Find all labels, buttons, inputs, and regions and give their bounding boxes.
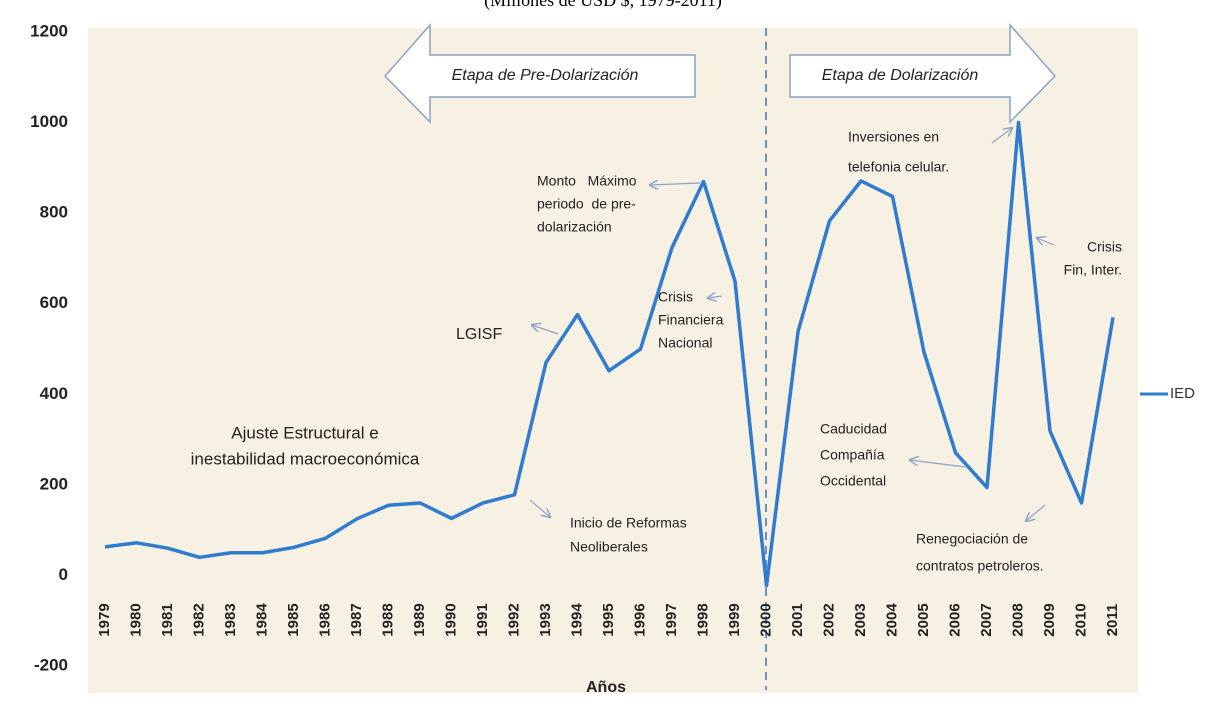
annotation: LGISF [456,326,502,343]
x-tick-label: 1985 [285,603,302,636]
x-tick-label: 2002 [820,603,837,636]
plot-background [88,28,1138,693]
annotation-arrow [532,325,559,335]
annotation: Crisis [658,289,693,305]
y-tick-label: 400 [40,384,68,403]
x-tick-label: 1993 [537,603,554,636]
annotation: Inversiones en [848,129,939,145]
annotation: dolarización [537,219,612,235]
x-tick-label: 1987 [348,603,365,636]
x-tick-label: 2011 [1104,604,1121,637]
annotation: Occidental [820,473,886,489]
x-tick-label: 1995 [600,603,617,636]
annotation-arrow [708,296,723,298]
x-tick-label: 2007 [978,603,995,636]
annotation-arrow [910,460,966,468]
y-tick-label: -200 [34,655,68,674]
annotation: Inicio de Reformas [570,515,687,531]
x-tick-label: 2008 [1009,603,1026,636]
annotation: Nacional [658,335,712,351]
stage-arrow [383,23,696,124]
annotation: Fin, Inter. [1064,262,1122,278]
annotation-arrow [991,128,1012,144]
y-tick-label: 800 [40,203,68,222]
x-tick-label: 1994 [568,603,585,637]
x-tick-label: 1980 [127,603,144,636]
x-tick-label: 1989 [411,603,428,636]
annotation: contratos petroleros. [916,558,1044,574]
x-tick-label: 2000 [757,603,774,636]
x-tick-label: 2010 [1072,603,1089,636]
annotation: Financiera [658,312,724,328]
y-tick-label: 600 [40,293,68,312]
annotation: inestabilidad macroeconómica [191,449,420,468]
x-tick-label: 2009 [1041,603,1058,636]
annotation: Neoliberales [570,539,648,555]
y-tick-label: 0 [59,565,68,584]
annotation: Etapa de Dolarización [822,67,979,84]
annotation: Monto Máximo [537,173,637,189]
annotation-arrow [529,499,550,517]
x-tick-label: 1992 [505,603,522,636]
x-tick-label: 1991 [474,603,491,636]
x-tick-label: 1984 [253,603,270,637]
annotation: Compañía [820,447,885,463]
annotation: Ajuste Estructural e [231,423,378,442]
annotation-arrow [1026,504,1046,521]
x-tick-label: 1999 [726,603,743,636]
x-tick-label: 2001 [789,603,806,636]
chart-title: (Millones de USD $, 1979-2011) [484,0,722,11]
x-tick-label: 2005 [915,603,932,636]
annotation-arrow [1037,238,1055,245]
annotation: Renegociación de [916,531,1028,547]
x-tick-label: 2003 [852,603,869,636]
x-tick-label: 1996 [631,603,648,636]
x-tick-label: 1979 [96,603,113,636]
stage-arrow [789,23,1057,124]
annotation: Caducidad [820,421,887,437]
x-tick-label: 1983 [222,603,239,636]
x-tick-label: 1988 [379,603,396,636]
legend-label: IED [1170,385,1195,402]
x-axis-label: Años [586,679,626,696]
annotation: telefonia celular. [848,159,949,175]
x-tick-label: 1997 [663,603,680,636]
x-tick-label: 1982 [190,603,207,636]
x-tick-label: 2006 [946,603,963,636]
x-tick-label: 1998 [694,603,711,636]
annotation: periodo de pre- [537,196,636,212]
data-line [104,120,1115,588]
x-tick-label: 1986 [316,603,333,636]
x-tick-label: 2004 [883,603,900,637]
annotation-arrow [650,183,701,185]
y-tick-label: 1200 [30,21,68,40]
y-tick-label: 200 [40,474,68,493]
x-tick-label: 1981 [159,603,176,636]
x-tick-label: 1990 [442,603,459,636]
annotation: Crisis [1087,239,1122,255]
annotation: Etapa de Pre-Dolarización [452,67,639,84]
y-tick-label: 1000 [30,112,68,131]
